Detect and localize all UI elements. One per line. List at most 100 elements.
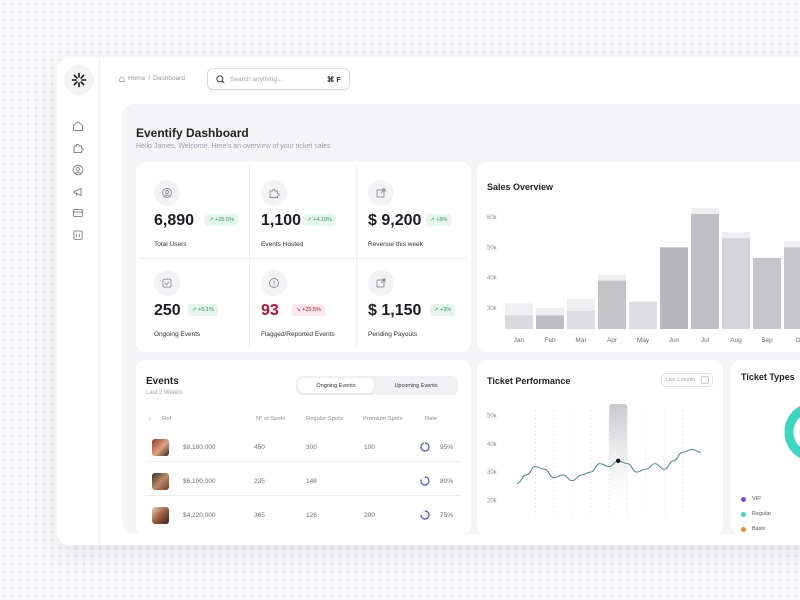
- cell-regular: 300: [306, 444, 317, 451]
- search-shortcut: ⌘ F: [326, 74, 341, 84]
- tab-upcoming-events[interactable]: Upcoming Events: [394, 382, 438, 389]
- stat-delta-badge: ↗ +4.10%: [303, 214, 336, 226]
- tab-ongoing-events[interactable]: Ongoing Events: [298, 378, 374, 393]
- stat-pending-payouts: $ 1,150 ↗ +3% Pending Payouts: [364, 252, 471, 342]
- users-icon: [154, 180, 180, 206]
- ticket-line-chart: 20k 30k 40k 50k: [487, 404, 702, 520]
- series-line: [516, 449, 702, 484]
- cell-rate: 95%: [440, 444, 454, 451]
- ticket-performance-title: Ticket Performance: [487, 376, 571, 386]
- divider: [249, 166, 250, 348]
- cell-spots: 365: [254, 512, 265, 519]
- app-window: Home / Dashboard Search anything... ⌘ F Ev…: [57, 58, 800, 545]
- sales-overview-title: Sales Overview: [487, 182, 554, 192]
- sort-icon[interactable]: ↓: [148, 416, 151, 422]
- stat-revenue-week: $ 9,200 ↗ +8% Revenue this week: [364, 162, 471, 252]
- legend-regular: Regular: [741, 511, 771, 517]
- calendar-icon: [701, 376, 709, 384]
- home-icon[interactable]: [71, 119, 85, 133]
- legend-dot: [741, 511, 746, 517]
- column-header-regular[interactable]: Regular Spots: [306, 416, 343, 422]
- breadcrumb: Home / Dashboard: [119, 75, 185, 82]
- bar: [505, 315, 533, 329]
- rate-ring: [420, 476, 430, 486]
- bar: [567, 310, 595, 329]
- stat-label: Total Users: [154, 241, 187, 248]
- stat-value: $ 1,150: [368, 302, 422, 319]
- home-small-icon: [119, 75, 125, 82]
- stat-events-hosted: 1,100 ↗ +4.10% Events Hosted: [257, 162, 364, 252]
- stat-label: Flagged/Reported Events: [261, 331, 335, 338]
- divider: [356, 166, 357, 348]
- sales-overview-card: Sales Overview 30k 40k 50k 60k Jan Feb Mar Apr M…: [477, 162, 800, 352]
- search-placeholder: Search anything...: [230, 75, 283, 83]
- stat-label: Pending Payouts: [368, 331, 418, 338]
- puzzle-icon[interactable]: [71, 141, 85, 155]
- main-content: Eventify Dashboard Hello James, Welcome.…: [122, 104, 800, 535]
- range-select[interactable]: Last 1 month: [661, 373, 713, 387]
- megaphone-icon[interactable]: [71, 185, 85, 199]
- column-header-ref[interactable]: Ref: [162, 416, 172, 422]
- y-tick-label: 50k: [487, 414, 498, 420]
- stat-delta-badge: ↗ +8%: [426, 214, 452, 226]
- legend-label: VIP: [752, 496, 761, 502]
- x-tick-label: Aug: [730, 337, 742, 344]
- calendar-check-icon: [154, 270, 180, 296]
- x-tick-label: Mar: [575, 337, 587, 344]
- donut-segment-regular: [784, 431, 800, 459]
- column-header-rate[interactable]: Rate: [425, 416, 438, 422]
- column-header-spots[interactable]: Nº of Spots: [256, 416, 286, 422]
- breadcrumb-home[interactable]: Home: [128, 75, 146, 82]
- breadcrumb-separator: /: [148, 75, 151, 82]
- x-tick-label: O: [795, 337, 800, 344]
- stat-flagged-events: 93 ↘ +25.5% Flagged/Reported Events: [257, 252, 364, 342]
- stats-card: 6,890 ↗ +25.5% Total Users 1,100 ↗ +4.10…: [136, 162, 471, 352]
- export-icon: [368, 180, 394, 206]
- divider: [140, 258, 467, 259]
- stat-ongoing-events: 250 ↗ +5.1% Ongoing Events: [150, 252, 257, 342]
- x-tick-label: Jul: [701, 337, 710, 344]
- cell-regular: 126: [306, 512, 317, 519]
- search-input[interactable]: Search anything... ⌘ F: [207, 68, 350, 90]
- x-tick-label: Jan: [514, 337, 525, 344]
- avatar: [152, 439, 169, 456]
- bar: [691, 214, 719, 329]
- rate-ring-fill: [420, 510, 430, 520]
- stat-total-users: 6,890 ↗ +25.5% Total Users: [150, 162, 257, 252]
- rate-ring: [420, 510, 430, 520]
- bar: [598, 280, 626, 329]
- legend-dot: [741, 496, 746, 502]
- payout-icon: [368, 270, 394, 296]
- stat-delta-badge: ↗ +25.5%: [205, 214, 238, 226]
- calendar-icon[interactable]: [71, 228, 85, 242]
- wallet-icon[interactable]: [71, 206, 85, 220]
- legend-label: Regular: [752, 511, 772, 517]
- page-title: Eventify Dashboard: [136, 126, 249, 140]
- page-subtitle: Hello James, Welcome. Here's an overview…: [136, 143, 331, 150]
- column-header-premium[interactable]: Premium Spots: [363, 416, 403, 422]
- rate-ring: [420, 442, 430, 452]
- ticket-types-donut: 5: [784, 406, 800, 459]
- stat-label: Events Hosted: [261, 241, 304, 248]
- bar: [722, 238, 750, 329]
- events-title: Events: [146, 376, 179, 387]
- events-card: Events Last 2 Weeks Ongoing Events Upcom…: [136, 360, 471, 535]
- cell-ref: $4,220,000: [183, 512, 216, 519]
- y-tick-label: 60k: [487, 215, 498, 221]
- y-tick-label: 50k: [487, 245, 498, 251]
- stat-label: Ongoing Events: [154, 331, 201, 338]
- sidebar: [57, 58, 100, 545]
- x-tick-label: Feb: [544, 337, 556, 344]
- row-divider: [146, 495, 461, 496]
- users-icon[interactable]: [71, 163, 85, 177]
- alert-icon: [261, 270, 287, 296]
- x-tick-label: Sep: [761, 337, 773, 344]
- donut-segment-regular-2: [784, 406, 800, 433]
- cell-premium: 100: [364, 444, 375, 451]
- legend-label: Basic: [752, 526, 766, 532]
- logo[interactable]: [64, 65, 94, 95]
- y-tick-label: 40k: [487, 442, 498, 448]
- stat-value: 6,890: [154, 212, 195, 229]
- x-tick-label: Apr: [607, 337, 618, 344]
- cell-regular: 148: [306, 478, 317, 485]
